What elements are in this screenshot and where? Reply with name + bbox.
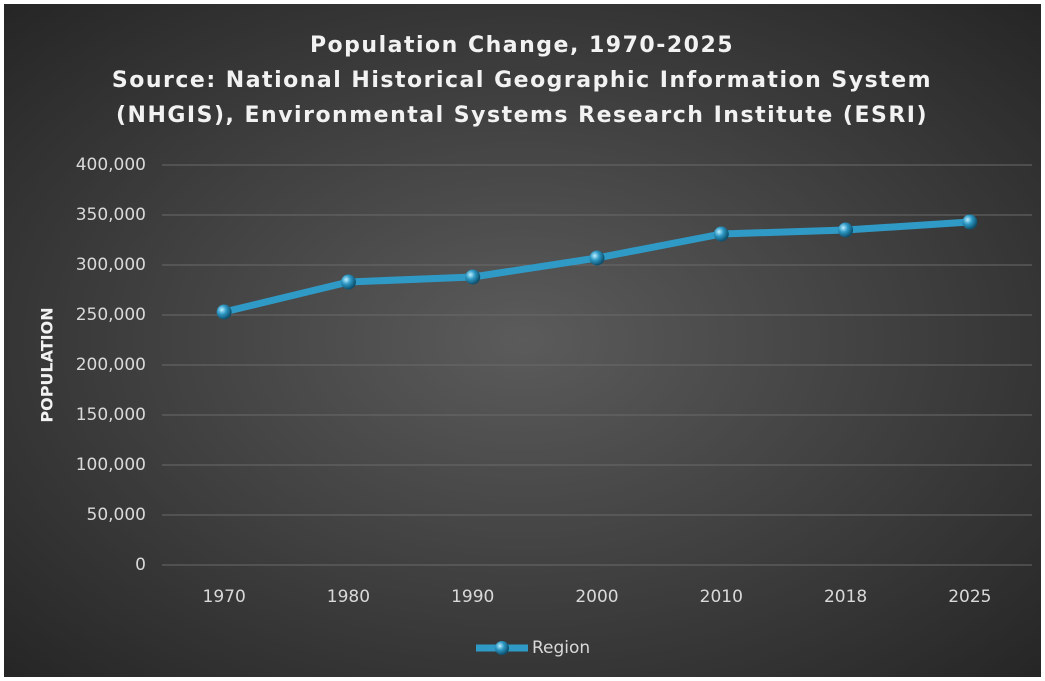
y-tick-label: 400,000 bbox=[76, 155, 146, 175]
chart-title: Population Change, 1970-2025 bbox=[310, 33, 734, 58]
data-point bbox=[713, 226, 729, 242]
x-tick-label: 1970 bbox=[203, 587, 246, 607]
y-tick-label: 200,000 bbox=[76, 355, 146, 375]
x-tick-label: 2000 bbox=[575, 587, 618, 607]
data-point bbox=[216, 304, 232, 320]
data-point bbox=[962, 214, 978, 230]
x-tick-label: 2010 bbox=[700, 587, 743, 607]
x-tick-label: 1980 bbox=[327, 587, 370, 607]
y-tick-label: 100,000 bbox=[76, 455, 146, 475]
data-point bbox=[589, 250, 605, 266]
y-tick-label: 150,000 bbox=[76, 405, 146, 425]
y-tick-label: 250,000 bbox=[76, 305, 146, 325]
data-point bbox=[838, 222, 854, 238]
x-tick-label: 1990 bbox=[451, 587, 494, 607]
y-tick-label: 50,000 bbox=[87, 505, 146, 525]
chart-subtitle: Source: National Historical Geographic I… bbox=[112, 68, 932, 93]
y-tick-label: 350,000 bbox=[76, 205, 146, 225]
data-point bbox=[340, 274, 356, 290]
legend-swatch-marker bbox=[495, 641, 509, 655]
x-tick-label: 2025 bbox=[948, 587, 991, 607]
data-point bbox=[465, 269, 481, 285]
legend-label: Region bbox=[532, 638, 590, 658]
chart-subtitle: (NHGIS), Environmental Systems Research … bbox=[116, 103, 928, 128]
y-tick-label: 300,000 bbox=[76, 255, 146, 275]
y-axis-label: POPULATION bbox=[38, 307, 57, 422]
x-tick-label: 2018 bbox=[824, 587, 867, 607]
y-tick-label: 0 bbox=[135, 555, 146, 575]
